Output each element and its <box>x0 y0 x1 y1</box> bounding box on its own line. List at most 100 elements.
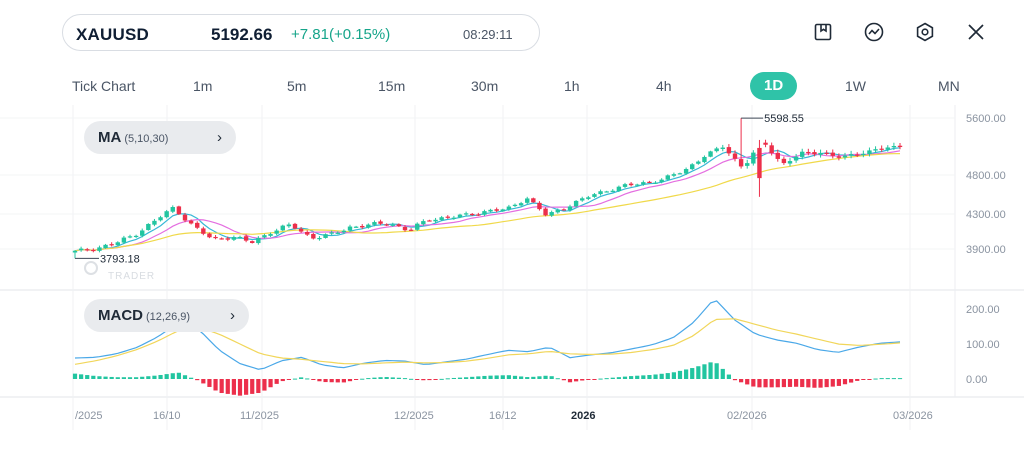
macd-histogram-bar <box>659 373 664 379</box>
tf-1m[interactable]: 1m <box>193 78 213 94</box>
candle <box>610 189 615 193</box>
macd-histogram-bar <box>531 376 536 379</box>
candle <box>745 159 750 169</box>
candle <box>164 209 169 219</box>
tf-5m[interactable]: 5m <box>287 78 307 94</box>
candle <box>335 231 340 235</box>
candle-body <box>372 222 377 225</box>
candle <box>830 149 835 159</box>
macd-histogram-bar <box>616 377 621 379</box>
close-icon[interactable] <box>965 21 987 43</box>
candle-body <box>738 159 744 167</box>
symbol-label[interactable]: XAUUSD <box>76 25 149 44</box>
candle <box>390 222 395 227</box>
candle-body <box>775 152 780 159</box>
candle-body <box>366 224 371 228</box>
macd-histogram-bar <box>274 379 279 384</box>
macd-histogram-bar <box>525 377 530 379</box>
ma-indicator-pill[interactable]: MA (5,10,30) › <box>84 121 236 154</box>
macd-histogram-bar <box>629 376 634 379</box>
macd-histogram-bar <box>402 378 408 380</box>
candle <box>543 207 548 217</box>
candle <box>298 227 304 234</box>
candle-body <box>830 152 835 156</box>
timeframe-bar: Tick Chart 1m 5m 15m 30m 1h 4h 1D 1W MN <box>62 72 972 100</box>
macd-histogram-bar <box>421 379 426 381</box>
candle-body <box>812 152 817 155</box>
macd-histogram-bar <box>103 376 108 379</box>
time-tick-label: 02/2026 <box>727 410 767 422</box>
bookmark-icon[interactable] <box>812 21 834 43</box>
candle-body <box>311 233 316 239</box>
candle <box>836 153 842 161</box>
macd-histogram-bar <box>341 379 346 383</box>
tf-mn[interactable]: MN <box>938 78 960 94</box>
macd-indicator-pill[interactable]: MACD (12,26,9) › <box>84 299 249 332</box>
candle <box>781 156 787 165</box>
candle-body <box>732 153 738 159</box>
candle-body <box>647 181 652 184</box>
candle <box>738 118 744 169</box>
candle-body <box>659 179 664 183</box>
macd-histogram-bar <box>800 379 805 388</box>
candle-body <box>561 209 567 211</box>
candle <box>292 222 298 230</box>
candle <box>714 146 719 153</box>
macd-histogram-bar <box>684 369 689 379</box>
ticker-bar: XAUUSD 5192.66 +7.81(+0.15%) 08:29:11 <box>62 14 540 51</box>
tf-4h[interactable]: 4h <box>656 78 672 94</box>
tf-tick-chart[interactable]: Tick Chart <box>72 78 136 94</box>
macd-histogram-bar <box>268 379 273 388</box>
candle-body <box>806 151 811 154</box>
candle <box>121 235 127 245</box>
chart-area[interactable]: 5600.00 4800.00 4300.00 3900.00 200.00 100.00… <box>0 105 1024 471</box>
tf-1d[interactable]: 1D <box>750 72 798 100</box>
tf-30m[interactable]: 30m <box>471 78 499 94</box>
macd-histogram-bar <box>439 378 444 380</box>
macd-histogram-bar <box>170 373 175 379</box>
candle <box>531 197 536 203</box>
candle <box>256 236 261 245</box>
candle-body <box>421 221 426 225</box>
macd-histogram-bar <box>879 378 884 380</box>
candle <box>323 233 328 239</box>
macd-histogram-bar <box>488 375 493 379</box>
candle-body <box>146 223 151 231</box>
candle-body <box>879 148 884 150</box>
macd-histogram-bar <box>555 378 560 380</box>
macd-histogram-bar <box>726 374 731 379</box>
macd-histogram-bar <box>598 378 603 380</box>
candle <box>702 155 707 164</box>
candle <box>537 201 542 211</box>
candle-body <box>463 213 469 215</box>
macd-histogram-bar <box>201 379 206 384</box>
candle <box>720 144 725 152</box>
macd-histogram-bar <box>115 377 120 379</box>
candle-body <box>555 209 560 213</box>
tf-15m[interactable]: 15m <box>378 78 406 94</box>
macd-histogram-bar <box>775 379 780 388</box>
candle <box>305 230 310 237</box>
settings-icon[interactable] <box>914 21 936 43</box>
tf-1w[interactable]: 1W <box>845 78 866 94</box>
price-chart[interactable]: 5600.00 4800.00 4300.00 3900.00 200.00 100.00… <box>0 105 1024 471</box>
indicator-icon[interactable] <box>863 21 885 43</box>
macd-histogram-bar <box>861 379 866 380</box>
candle-body <box>176 206 182 215</box>
candle-body <box>433 219 438 222</box>
candle <box>708 150 713 158</box>
candle-body <box>152 220 157 225</box>
candle <box>72 250 78 259</box>
candle <box>861 150 866 158</box>
macd-histogram-bar <box>873 378 878 380</box>
candle-body <box>726 147 732 154</box>
candle-body <box>842 155 848 158</box>
candle <box>580 196 585 202</box>
candle-body <box>305 231 310 235</box>
candle <box>463 211 469 216</box>
macd-histogram-bar <box>897 378 903 380</box>
candle-body <box>873 149 878 151</box>
candle-body <box>745 163 750 166</box>
candle-body <box>427 220 432 222</box>
tf-1h[interactable]: 1h <box>564 78 580 94</box>
